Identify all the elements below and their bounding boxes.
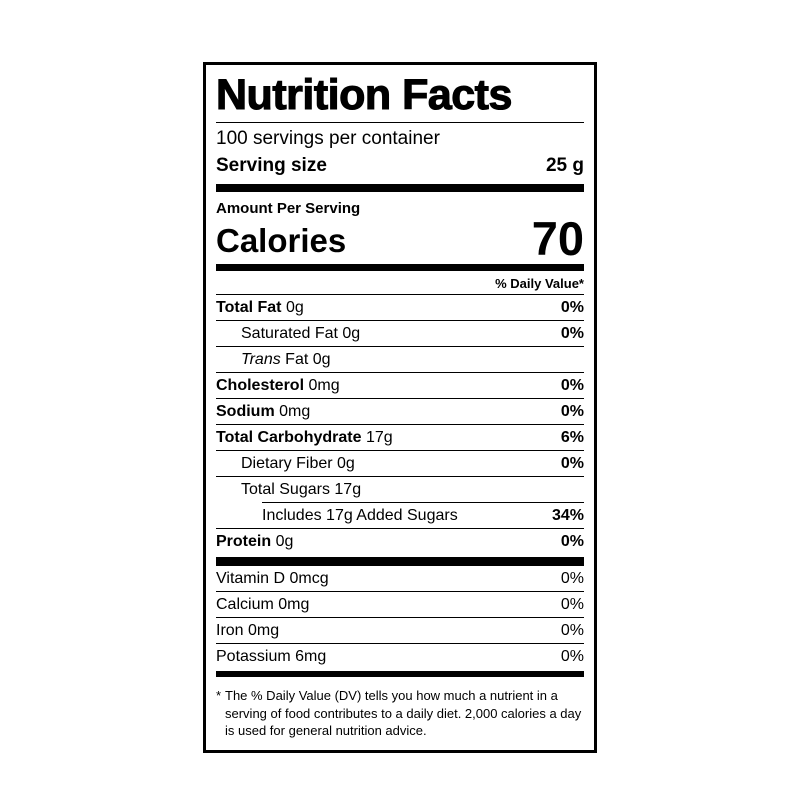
row-vitamin-d: Vitamin D 0mcg 0%	[216, 566, 584, 591]
nutrient-dv: 0%	[560, 648, 584, 665]
nutrient-dv: 0%	[560, 570, 584, 587]
nutrient-name-amount: Trans Fat 0g	[241, 351, 331, 368]
nutrient-dv: 0%	[560, 299, 584, 316]
row-total-carbohydrate: Total Carbohydrate 17g 6%	[216, 424, 584, 450]
nutrient-dv: 0%	[560, 533, 584, 550]
nutrient-name-amount: Potassium 6mg	[216, 648, 327, 665]
calories-value: 70	[531, 212, 584, 265]
nutrient-dv: 0%	[560, 596, 584, 613]
nutrition-facts-label: Nutrition Facts 100 servings per contain…	[203, 62, 597, 753]
row-sodium: Sodium 0mg 0%	[216, 398, 584, 424]
amount-per-serving-label: Amount Per Serving	[216, 200, 361, 217]
row-cholesterol: Cholesterol 0mg 0%	[216, 372, 584, 398]
nutrient-name-amount: Sodium 0mg	[216, 403, 311, 420]
nutrient-name-amount: Cholesterol 0mg	[216, 377, 340, 394]
nutrient-name-amount: Vitamin D 0mcg	[216, 570, 329, 587]
nutrient-name-amount: Dietary Fiber 0g	[241, 455, 355, 472]
servings-per-container: 100 servings per container	[216, 128, 440, 149]
nutrient-dv: 0%	[560, 455, 584, 472]
nutrient-dv: 0%	[560, 403, 584, 420]
row-trans-fat: Trans Fat 0g	[216, 346, 584, 372]
calories-label: Calories	[216, 222, 347, 259]
row-calcium: Calcium 0mg 0%	[216, 591, 584, 617]
row-iron: Iron 0mg 0%	[216, 617, 584, 643]
nutrient-name-amount: Iron 0mg	[216, 622, 280, 639]
daily-value-header: % Daily Value*	[216, 273, 584, 295]
nutrient-dv: 0%	[560, 325, 584, 342]
row-potassium: Potassium 6mg 0%	[216, 643, 584, 669]
row-added-sugars: Includes 17g Added Sugars 34%	[262, 502, 584, 528]
nutrient-name-amount: Total Sugars 17g	[241, 481, 362, 498]
nutrient-name-amount: Includes 17g Added Sugars	[262, 507, 458, 524]
row-dietary-fiber: Dietary Fiber 0g 0%	[216, 450, 584, 476]
section-bar-medium	[216, 264, 584, 271]
nutrient-dv: 0%	[560, 622, 584, 639]
nutrient-name-amount: Calcium 0mg	[216, 596, 310, 613]
nutrient-name-amount: Total Carbohydrate 17g	[216, 429, 393, 446]
label-title: Nutrition Facts	[215, 70, 584, 123]
nutrient-name-amount: Total Fat 0g	[216, 299, 304, 316]
nutrient-dv: 34%	[551, 507, 584, 524]
section-bar-thick	[216, 184, 584, 192]
footnote: * The % Daily Value (DV) tells you how m…	[216, 683, 584, 740]
serving-size-value: 25 g	[545, 155, 584, 176]
footnote-text: The % Daily Value (DV) tells you how muc…	[225, 688, 582, 738]
footnote-asterisk: *	[216, 688, 222, 703]
nutrient-dv: 6%	[560, 429, 584, 446]
serving-size-label: Serving size	[216, 155, 327, 176]
serving-size-row: Serving size 25 g	[216, 152, 584, 180]
calories-row: Calories 70	[216, 212, 584, 265]
nutrient-dv: 0%	[560, 377, 584, 394]
section-bar-thick	[216, 557, 584, 566]
nutrient-name-amount: Saturated Fat 0g	[241, 325, 361, 342]
row-total-fat: Total Fat 0g 0%	[216, 295, 584, 320]
micronutrient-rows: Vitamin D 0mcg 0% Calcium 0mg 0% Iron 0m…	[216, 566, 584, 669]
row-protein: Protein 0g 0%	[216, 528, 584, 554]
nutrient-name-amount: Protein 0g	[216, 533, 294, 550]
row-total-sugars: Total Sugars 17g	[216, 476, 584, 502]
section-bar-thin	[216, 671, 584, 677]
row-saturated-fat: Saturated Fat 0g 0%	[216, 320, 584, 346]
nutrient-rows: Total Fat 0g 0% Saturated Fat 0g 0% Tran…	[216, 295, 584, 554]
